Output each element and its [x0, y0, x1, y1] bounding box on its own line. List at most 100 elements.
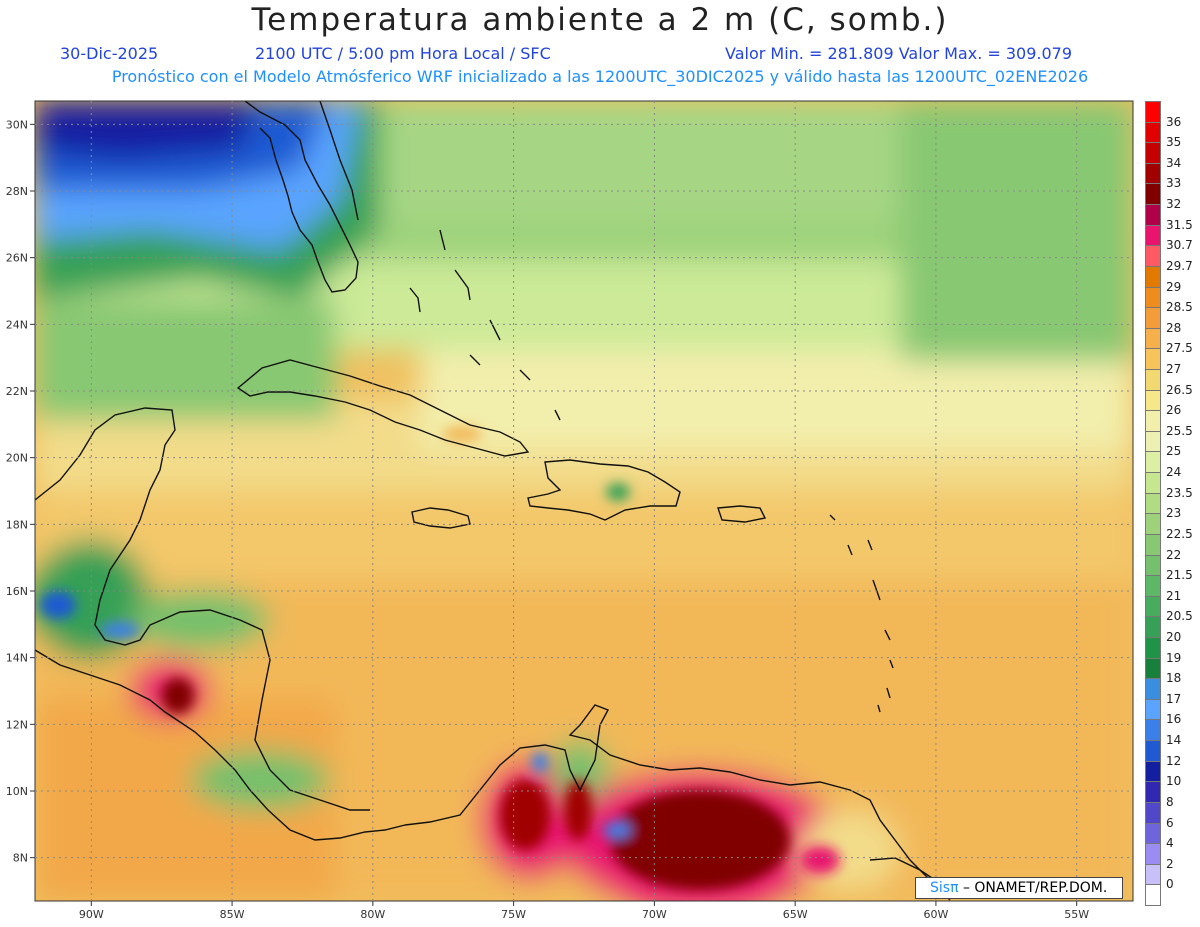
- date-label: 30-Dic-2025: [60, 44, 159, 63]
- lat-tick-label: 30N: [6, 118, 28, 131]
- colorbar-label: 28: [1166, 320, 1182, 335]
- colorbar-swatch: [1145, 327, 1161, 350]
- colorbar-swatch: [1145, 678, 1161, 700]
- colorbar-label: 28.5: [1166, 300, 1193, 315]
- colorbar-swatch: [1145, 430, 1161, 453]
- colorbar-label: 2: [1166, 856, 1174, 871]
- graticule: [35, 101, 1133, 901]
- colorbar-label: 22: [1166, 547, 1182, 562]
- colorbar-label: 16: [1166, 712, 1182, 727]
- colorbar-swatch: [1145, 760, 1161, 783]
- colorbar-label: 26: [1166, 403, 1182, 418]
- colorbar-swatch: [1145, 183, 1161, 206]
- colorbar-swatch: [1145, 142, 1161, 164]
- lat-tick-label: 28N: [6, 185, 28, 198]
- colorbar-label: 32: [1166, 197, 1182, 212]
- axis-ticks: 30N 28N 26N 24N 22N 20N 18N 16N 14N 12N 10N 8N 90W 85…: [6, 118, 1089, 921]
- colorbar-label: 34: [1166, 155, 1182, 170]
- lat-tick-label: 26N: [6, 252, 28, 265]
- colorbar-label: 33: [1166, 176, 1182, 191]
- colorbar-swatch: [1145, 575, 1161, 597]
- map-frame: [34, 100, 1134, 902]
- colorbar-label: 18: [1166, 671, 1182, 686]
- coastlines: [35, 101, 951, 901]
- colorbar-label: 17: [1166, 691, 1182, 706]
- colorbar-label: 12: [1166, 753, 1182, 768]
- credit-text: – ONAMET/REP.DOM.: [958, 880, 1108, 896]
- colorbar-swatch: [1145, 162, 1161, 185]
- lat-tick-label: 10N: [6, 785, 28, 798]
- colorbar-swatch: [1145, 719, 1161, 742]
- colorbar-label: 25.5: [1166, 423, 1193, 438]
- colorbar-swatch: [1145, 369, 1161, 391]
- colorbar-swatch: [1145, 698, 1161, 721]
- colorbar-swatch: [1145, 822, 1161, 845]
- time-label: 2100 UTC / 5:00 pm Hora Local / SFC: [255, 44, 551, 63]
- lon-tick-label: 80W: [360, 908, 385, 921]
- lat-tick-label: 18N: [6, 518, 28, 531]
- lat-tick-label: 24N: [6, 318, 28, 331]
- colorbar-swatch: [1145, 637, 1161, 659]
- colorbar-label: 21.5: [1166, 568, 1193, 583]
- colorbar-swatch: [1145, 843, 1161, 865]
- colorbar-swatch: [1145, 492, 1161, 515]
- colorbar-swatch: [1145, 472, 1161, 494]
- colorbar-label: 36: [1166, 114, 1182, 129]
- colorbar-swatch: [1145, 348, 1161, 370]
- temperature-field: [35, 101, 1133, 901]
- colorbar-label: 24: [1166, 465, 1182, 480]
- lat-tick-label: 20N: [6, 452, 28, 465]
- colorbar-swatch: [1145, 801, 1161, 824]
- colorbar-label: 20.5: [1166, 609, 1193, 624]
- lon-tick-label: 75W: [501, 908, 526, 921]
- colorbar-label: 31.5: [1166, 217, 1193, 232]
- lat-tick-label: 8N: [13, 852, 28, 865]
- sispi-logo: Sisπ: [930, 880, 959, 896]
- lat-tick-label: 16N: [6, 585, 28, 598]
- colorbar-swatch: [1145, 740, 1161, 762]
- colorbar-swatch: [1145, 101, 1161, 123]
- colorbar-label: 0: [1166, 877, 1174, 892]
- colorbar-swatch: [1145, 595, 1161, 618]
- colorbar-label: 20: [1166, 630, 1182, 644]
- colorbar-label: 22.5: [1166, 526, 1193, 541]
- lat-tick-label: 14N: [6, 652, 28, 665]
- lon-tick-label: 60W: [923, 908, 948, 921]
- lon-tick-label: 90W: [79, 908, 104, 921]
- colorbar-swatch: [1145, 533, 1161, 556]
- lon-tick-label: 55W: [1064, 908, 1089, 921]
- colorbar-swatch: [1145, 224, 1161, 247]
- colorbar-label: 30.7: [1166, 238, 1193, 253]
- chart-title: Temperatura ambiente a 2 m (C, somb.): [251, 2, 949, 38]
- colorbar-swatch: [1145, 884, 1161, 906]
- colorbar-swatch: [1145, 121, 1161, 144]
- colorbar-label: 25: [1166, 444, 1182, 459]
- colorbar-swatch: [1145, 863, 1161, 886]
- colorbar-swatch: [1145, 616, 1161, 638]
- colorbar-swatch: [1145, 451, 1161, 474]
- colorbar-swatch: [1145, 286, 1161, 309]
- colorbar-swatch: [1145, 307, 1161, 329]
- lon-tick-label: 70W: [642, 908, 667, 921]
- min-max-label: Valor Min. = 281.809 Valor Max. = 309.07…: [725, 44, 1073, 63]
- colorbar-label: 4: [1166, 836, 1174, 851]
- forecast-label: Pronóstico con el Modelo Atmósferico WRF…: [111, 67, 1089, 86]
- colorbar-label: 27: [1166, 362, 1182, 376]
- colorbar-label: 8: [1166, 794, 1174, 809]
- colorbar-swatch: [1145, 657, 1161, 680]
- colorbar-label: 26.5: [1166, 382, 1193, 397]
- colorbar-label: 35: [1166, 135, 1182, 150]
- colorbar-label: 14: [1166, 733, 1182, 748]
- lat-tick-label: 12N: [6, 718, 28, 731]
- colorbar-label: 10: [1166, 774, 1182, 789]
- lon-tick-label: 85W: [220, 908, 245, 921]
- colorbar-swatch: [1145, 554, 1161, 577]
- credit-box: Sisπ – ONAMET/REP.DOM.: [915, 877, 1123, 899]
- colorbar-swatch: [1145, 204, 1161, 226]
- colorbar-swatch: [1145, 410, 1161, 432]
- colorbar-swatch: [1145, 389, 1161, 412]
- colorbar-swatch: [1145, 513, 1161, 535]
- colorbar-swatch: [1145, 245, 1161, 267]
- colorbar-swatch: [1145, 781, 1161, 803]
